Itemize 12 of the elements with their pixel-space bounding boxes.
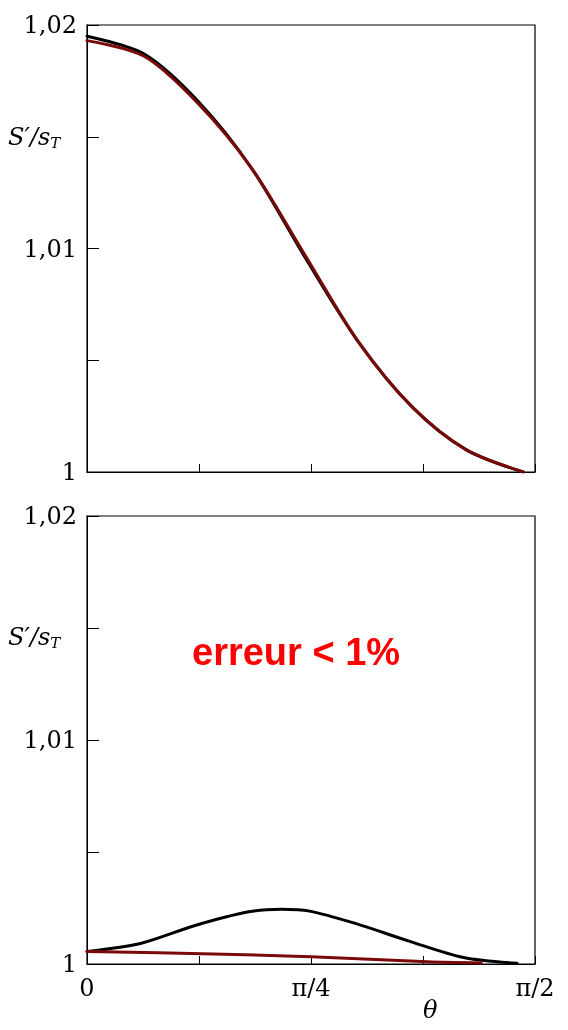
y-tick-label: 1: [61, 950, 77, 978]
x-tick-label: 0: [79, 974, 95, 1002]
y-tick-label: 1,02: [23, 11, 77, 39]
y-tick-label: 1,02: [23, 502, 77, 530]
annotation: erreur < 1%: [192, 631, 401, 673]
x-axis-title: θ: [423, 996, 438, 1024]
y-tick-label: 1,01: [23, 726, 77, 754]
x-tick-label: π/2: [515, 974, 555, 1002]
x-tick-label: π/4: [291, 974, 331, 1002]
y-tick-label: 1,01: [23, 234, 77, 263]
line-series: [85, 949, 483, 965]
y-tick-label: 1: [61, 458, 77, 486]
